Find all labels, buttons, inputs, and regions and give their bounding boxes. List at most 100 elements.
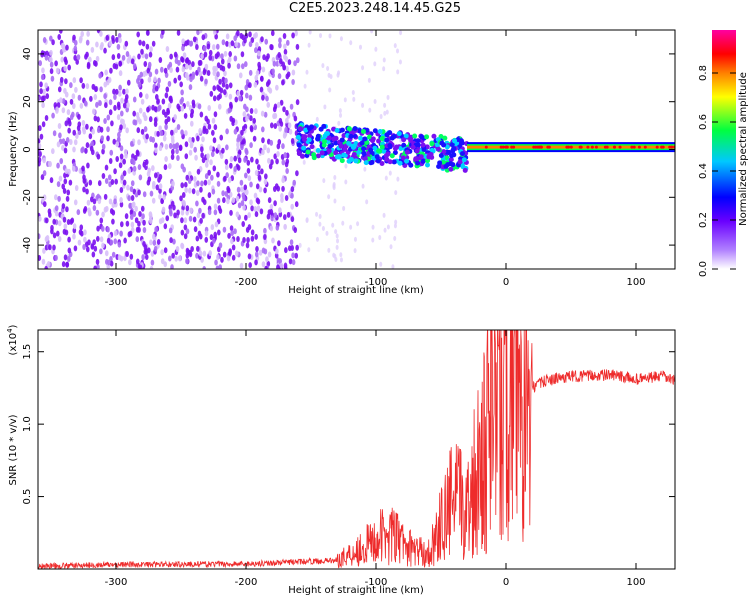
spectrogram-cell [206, 43, 211, 50]
spectrogram-x-tick-label: -100 [365, 277, 388, 288]
spectrogram-cell [97, 198, 102, 205]
spectrogram-cell [56, 141, 61, 148]
snr-x-tick-label: -300 [105, 577, 128, 588]
spectrogram-cell [54, 254, 58, 261]
spectrogram-cell [263, 234, 267, 241]
spectrogram-cell [141, 40, 146, 47]
spectrogram-cell [315, 116, 319, 122]
spectrogram-cell [325, 230, 329, 236]
spectrogram-cell [104, 102, 108, 109]
spectrogram-cell [220, 53, 224, 60]
spectrogram-cell [372, 145, 378, 151]
spectrogram-cell [81, 82, 86, 89]
spectrogram-cell [39, 88, 43, 95]
spectrogram-cell [156, 98, 160, 105]
spectrogram-cell [107, 174, 112, 181]
spectrogram-cell [150, 259, 155, 266]
spectrogram-cell [138, 264, 143, 269]
spectrogram-cell [132, 210, 137, 217]
spectrogram-cell [249, 115, 253, 122]
spectrogram-cell [190, 108, 195, 115]
spectrogram-cell [111, 54, 116, 61]
spectrogram-cell [132, 96, 137, 103]
spectrogram-cell [265, 81, 270, 88]
spectrogram-cell [440, 159, 446, 165]
spectrogram-cell [321, 138, 327, 144]
spectrogram-cell [216, 197, 221, 204]
spectrogram-cell [281, 159, 286, 166]
spectrogram-cell [171, 180, 175, 187]
spectrogram-cell [254, 169, 259, 176]
spectrogram-cell [106, 114, 111, 121]
spectrogram-cell [326, 66, 330, 72]
spectrogram-cell [261, 126, 265, 133]
spectrogram-cell [208, 54, 213, 61]
snr-x-ticks: -300 -200 -100 0 100 [105, 330, 646, 588]
spectrogram-cell [255, 41, 259, 48]
spectrogram-cell [96, 153, 101, 160]
spectrogram-cell [42, 247, 46, 254]
spectrogram-cell [52, 130, 57, 137]
spectrogram-cell [334, 127, 340, 133]
spectrogram-cell [224, 190, 229, 197]
spectrogram-cell [291, 259, 296, 266]
spectrogram-cell [87, 210, 92, 217]
spectrogram-cell [386, 94, 390, 100]
spectrogram-cell [209, 145, 213, 152]
spectrogram-cell [339, 112, 343, 118]
spectrogram-cell [104, 164, 109, 171]
spectrogram-cell [353, 236, 357, 242]
spectrogram-cell [404, 149, 410, 155]
spectrogram-cell [230, 40, 235, 47]
spectrogram-cell [114, 88, 119, 95]
spectrogram-cell [223, 175, 227, 182]
spectrogram-cell [200, 146, 204, 153]
spectrogram-cell [142, 226, 147, 233]
spectrogram-cell [99, 236, 104, 243]
spectrogram-cell [85, 39, 90, 46]
spectrogram-cell [283, 152, 288, 159]
spectrogram-cell [40, 51, 44, 58]
spectrogram-cell [258, 249, 263, 256]
spectrogram-cell [394, 144, 400, 150]
spectrogram-cell [383, 153, 389, 159]
spectrogram-cell [151, 233, 156, 240]
spectrogram-cell [78, 229, 83, 236]
spectrogram-cell [346, 140, 352, 146]
spectrogram-cell [270, 30, 275, 37]
spectrogram-cell [216, 94, 221, 101]
spectrogram-cell [321, 63, 325, 69]
spectrogram-cell [260, 110, 265, 117]
spectrogram-cell [66, 219, 71, 226]
spectrogram-cell [189, 207, 193, 214]
spectrogram-cell [72, 146, 76, 153]
spectrogram-cell [236, 236, 240, 243]
spectrogram-cell [389, 135, 395, 141]
spectrogram-cell [88, 179, 93, 186]
spectrogram-cell [398, 59, 402, 65]
spectrogram-cell [414, 156, 420, 162]
spectrogram-cell [61, 203, 66, 210]
spectrogram-cell [199, 75, 204, 82]
spectrogram-cell [50, 75, 55, 82]
spectrogram-cell [59, 157, 64, 164]
spectrogram-cell [103, 93, 107, 100]
spectrogram-cell [245, 189, 249, 196]
spectrogram-cell [327, 194, 331, 200]
spectrogram-cell [42, 170, 47, 177]
spectrogram-cell [180, 89, 184, 96]
spectrogram-cell [119, 230, 123, 237]
spectrogram-cell [81, 165, 85, 172]
spectrogram-cell [90, 140, 95, 147]
spectrogram-cell [276, 185, 281, 192]
spectrogram-cell [125, 51, 130, 58]
spectrogram-cell [208, 49, 213, 56]
spectrogram-cell [125, 127, 129, 134]
spectrogram-cell [216, 180, 221, 187]
spectrogram-cell [333, 253, 337, 259]
snr-x-tick-label: -100 [365, 577, 388, 588]
spectrogram-cell [267, 157, 271, 164]
spectrogram-cell [112, 88, 116, 95]
spectrogram-cell [289, 103, 294, 110]
spectrogram-cell [221, 147, 225, 154]
